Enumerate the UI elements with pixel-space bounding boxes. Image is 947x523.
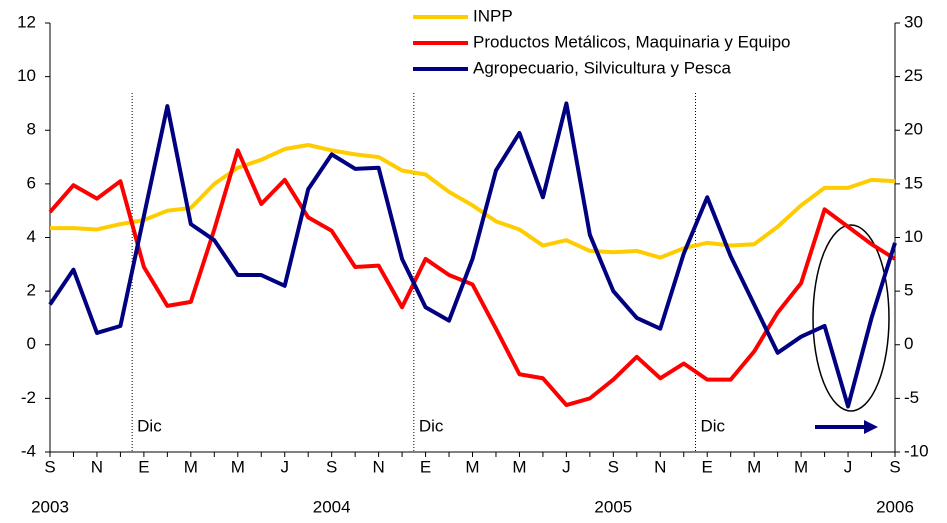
y2-tick-label: 25 — [904, 66, 923, 85]
y-tick-label: 6 — [27, 173, 36, 192]
x-tick-label: S — [889, 457, 900, 476]
x-tick-label: M — [184, 457, 198, 476]
y-tick-label: 4 — [27, 227, 36, 246]
x-tick-label: M — [465, 457, 479, 476]
year-label: 2006 — [876, 497, 914, 516]
y2-tick-label: 0 — [904, 334, 913, 353]
year-label: 2005 — [594, 497, 632, 516]
x-tick-label: J — [844, 457, 853, 476]
x-tick-label: J — [562, 457, 571, 476]
annotation-label: Dic — [419, 416, 444, 435]
series-line — [48, 101, 897, 409]
x-tick-label: M — [794, 457, 808, 476]
y2-tick-label: 10 — [904, 227, 923, 246]
series-line — [48, 148, 897, 408]
x-tick-label: E — [702, 457, 713, 476]
x-tick-label: M — [512, 457, 526, 476]
legend-label: Productos Metálicos, Maquinaria y Equipo — [473, 32, 791, 51]
x-tick-label: M — [747, 457, 761, 476]
x-tick-label: N — [91, 457, 103, 476]
y2-tick-label: 20 — [904, 120, 923, 139]
x-tick-label: N — [372, 457, 384, 476]
x-tick-label: S — [326, 457, 337, 476]
x-tick-label: E — [420, 457, 431, 476]
x-tick-label: J — [280, 457, 289, 476]
x-tick-label: M — [231, 457, 245, 476]
x-tick-label: N — [654, 457, 666, 476]
annotation-label: Dic — [137, 416, 162, 435]
y-tick-label: -2 — [21, 388, 36, 407]
arrow-head — [864, 420, 878, 434]
y2-tick-label: 30 — [904, 12, 923, 31]
y2-tick-label: -5 — [904, 388, 919, 407]
y-tick-label: 2 — [27, 281, 36, 300]
y-tick-label: 12 — [17, 12, 36, 31]
y-tick-label: 0 — [27, 334, 36, 353]
year-label: 2003 — [31, 497, 69, 516]
y-tick-label: -4 — [21, 441, 36, 460]
x-tick-label: S — [44, 457, 55, 476]
y-tick-label: 8 — [27, 120, 36, 139]
legend-label: INPP — [473, 6, 513, 25]
legend-label: Agropecuario, Silvicultura y Pesca — [473, 58, 732, 77]
annotation-label: Dic — [700, 416, 725, 435]
y2-tick-label: 5 — [904, 281, 913, 300]
x-tick-label: E — [138, 457, 149, 476]
y2-tick-label: 15 — [904, 173, 923, 192]
highlight-ellipse — [812, 224, 890, 412]
y2-tick-label: -10 — [904, 441, 929, 460]
x-tick-label: S — [608, 457, 619, 476]
series-line — [50, 142, 896, 260]
y-tick-label: 10 — [17, 66, 36, 85]
year-label: 2004 — [313, 497, 351, 516]
